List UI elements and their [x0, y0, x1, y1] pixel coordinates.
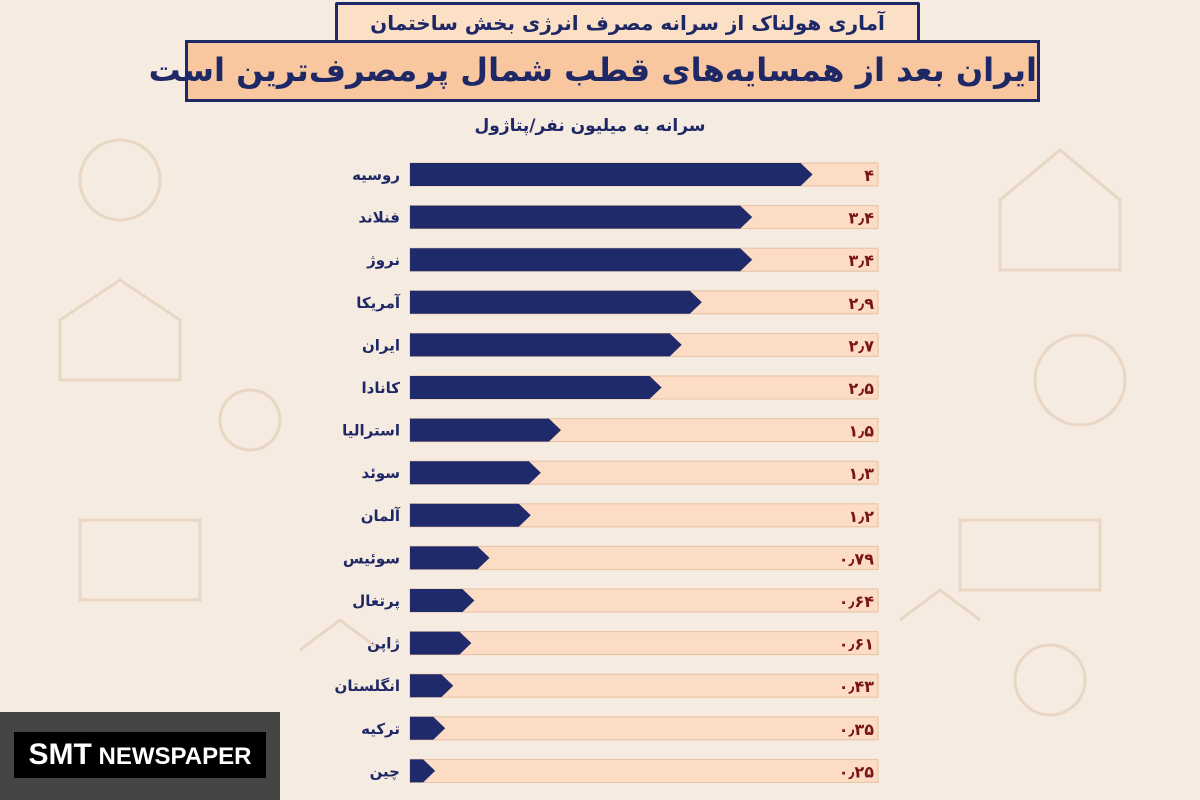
- category-label: آمریکا: [356, 294, 401, 312]
- bar: [410, 461, 541, 485]
- category-label: انگلستان: [335, 677, 400, 695]
- logo-text: SMT NEWSPAPER: [14, 732, 266, 778]
- data-label: ۰٫۷۹: [839, 549, 875, 568]
- bar-track: [409, 673, 879, 698]
- bar: [410, 205, 753, 229]
- bar: [410, 163, 813, 186]
- data-label: ۰٫۲۵: [839, 762, 875, 781]
- category-label: استرالیا: [342, 422, 400, 440]
- category-label: چین: [370, 762, 400, 781]
- data-label: ۰٫۴۳: [839, 677, 875, 696]
- bar: [410, 759, 436, 783]
- category-label: کانادا: [362, 379, 401, 397]
- bar: [410, 290, 702, 314]
- subtitle-box: آماری هولناک از سرانه مصرف انرژی بخش ساخ…: [335, 2, 920, 46]
- category-label: ترکیه: [361, 720, 400, 738]
- bar-track: [409, 716, 879, 741]
- category-label: فنلاند: [358, 209, 400, 227]
- data-label: ۲٫۵: [848, 379, 874, 398]
- data-label: ۰٫۶۱: [839, 635, 874, 654]
- bar: [410, 376, 662, 399]
- data-label: ۴: [864, 166, 874, 185]
- bar: [410, 631, 472, 655]
- category-label: پرتغال: [352, 592, 400, 611]
- bar: [410, 674, 454, 698]
- data-label: ۳٫۴: [848, 209, 874, 228]
- bar-track: [409, 588, 879, 613]
- bar-track: [409, 758, 879, 783]
- data-label: ۱٫۲: [848, 507, 874, 526]
- category-label: روسیه: [352, 166, 400, 184]
- bar: [410, 418, 561, 442]
- bar: [410, 589, 475, 612]
- data-label: ۲٫۹: [848, 294, 874, 313]
- data-label: ۱٫۵: [848, 422, 874, 441]
- title-box: ایران بعد از همسایه‌های قطب شمال پرمصرف‌…: [148, 40, 1040, 102]
- bar: [410, 716, 446, 740]
- bar: [410, 333, 682, 357]
- logo: SMT NEWSPAPER: [0, 712, 280, 800]
- bar: [410, 546, 490, 570]
- bar-track: [409, 631, 879, 656]
- subtitle: آماری هولناک از سرانه مصرف انرژی بخش ساخ…: [370, 11, 885, 35]
- logo-smt: SMT: [28, 738, 92, 771]
- category-label: سوئیس: [343, 549, 400, 567]
- page-title: ایران بعد از همسایه‌های قطب شمال پرمصرف‌…: [148, 51, 1037, 89]
- category-label: ایران: [362, 336, 400, 354]
- data-label: ۰٫۳۵: [839, 720, 875, 739]
- unit-label: سرانه به میلیون نفر/پتاژول: [474, 116, 706, 136]
- data-label: ۱٫۳: [848, 464, 874, 483]
- bar: [410, 503, 531, 527]
- bar: [410, 248, 753, 272]
- logo-newspaper: NEWSPAPER: [98, 743, 252, 770]
- category-label: سوئد: [362, 464, 400, 482]
- category-label: نروژ: [366, 251, 400, 269]
- data-label: ۰٫۶۴: [839, 592, 875, 611]
- data-label: ۲٫۷: [848, 336, 874, 355]
- data-label: ۳٫۴: [848, 251, 874, 270]
- category-label: آلمان: [361, 507, 401, 525]
- category-label: ژاپن: [367, 635, 400, 654]
